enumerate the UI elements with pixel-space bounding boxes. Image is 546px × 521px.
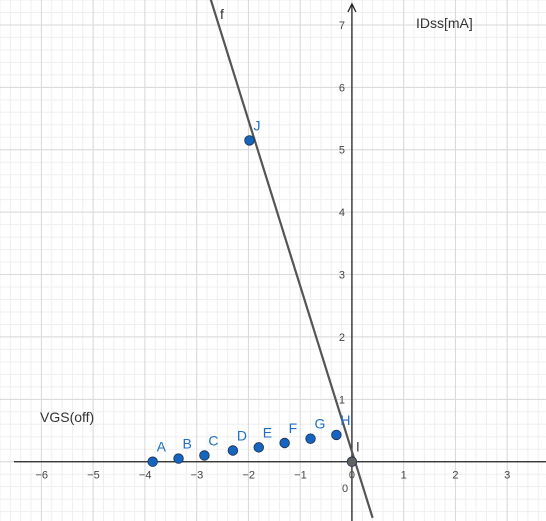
point-f[interactable] xyxy=(279,437,290,449)
point-label-j: J xyxy=(253,117,260,133)
x-axis-label: VGS(off) xyxy=(40,409,94,425)
y-tick-label: 3 xyxy=(339,270,345,282)
x-tick-label: −2 xyxy=(242,470,255,482)
point-label-f: F xyxy=(289,420,298,436)
point-c[interactable] xyxy=(199,450,210,461)
y-axis-arrow xyxy=(347,2,357,13)
y-tick-label: 7 xyxy=(339,20,345,32)
point-label-a: A xyxy=(157,439,167,455)
origin-tick-label: 0 xyxy=(342,483,348,495)
point-label-d: D xyxy=(237,427,247,443)
points: A B C D E F G H J I xyxy=(147,117,360,467)
x-tick-label: −6 xyxy=(35,470,48,482)
point-label-c: C xyxy=(208,432,218,448)
point-label-i: I xyxy=(356,439,360,455)
tick-labels: −6 −5 −4 −3 −2 −1 0 1 2 3 1 2 3 4 5 6 7 xyxy=(35,20,510,482)
point-d[interactable] xyxy=(227,445,239,456)
point-e[interactable] xyxy=(253,442,264,453)
x-tick-label: 2 xyxy=(452,470,458,482)
x-tick-label: −3 xyxy=(191,470,204,482)
point-label-g: G xyxy=(315,416,326,432)
y-tick-label: 1 xyxy=(339,394,345,406)
y-tick-label: 2 xyxy=(339,332,345,344)
y-axis-label: IDss[mA] xyxy=(416,15,473,31)
point-g[interactable] xyxy=(305,433,316,444)
line-f-label: f xyxy=(220,6,224,22)
x-tick-label: −4 xyxy=(139,470,152,482)
x-tick-label: 3 xyxy=(504,470,510,482)
point-a[interactable] xyxy=(147,456,158,467)
point-label-h: H xyxy=(340,412,350,428)
y-tick-label: 5 xyxy=(339,145,345,157)
x-tick-label: 0 xyxy=(349,470,355,482)
y-tick-label: 4 xyxy=(339,207,345,219)
point-label-e: E xyxy=(263,424,272,440)
axes xyxy=(14,2,546,521)
point-b[interactable] xyxy=(173,453,184,464)
x-tick-label: −5 xyxy=(87,470,100,482)
point-j[interactable] xyxy=(244,135,255,146)
x-tick-label: 1 xyxy=(401,470,407,482)
line-f-path xyxy=(209,0,374,519)
x-tick-label: −1 xyxy=(294,470,307,482)
y-tick-label: 6 xyxy=(339,82,345,94)
line-f xyxy=(209,0,374,519)
point-i[interactable] xyxy=(346,456,358,467)
point-h[interactable] xyxy=(331,429,342,441)
point-label-b: B xyxy=(183,436,192,452)
